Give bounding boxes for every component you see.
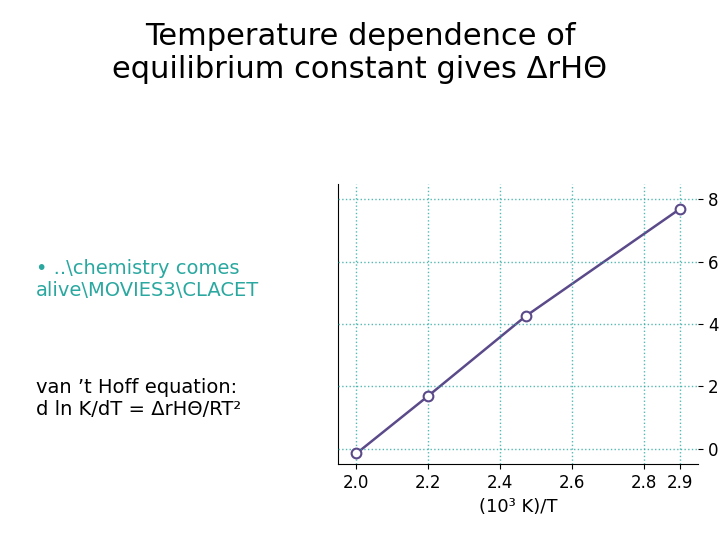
Text: van ’t Hoff equation:
d ln K/dT = ΔrHΘ/RT²: van ’t Hoff equation: d ln K/dT = ΔrHΘ/R… bbox=[36, 378, 241, 419]
Text: • ..\chemistry comes
alive\MOVIES3\CLACET: • ..\chemistry comes alive\MOVIES3\CLACE… bbox=[36, 259, 259, 300]
Text: Temperature dependence of
equilibrium constant gives ΔrHΘ: Temperature dependence of equilibrium co… bbox=[112, 22, 608, 84]
X-axis label: (10³ K)/T: (10³ K)/T bbox=[479, 498, 558, 516]
